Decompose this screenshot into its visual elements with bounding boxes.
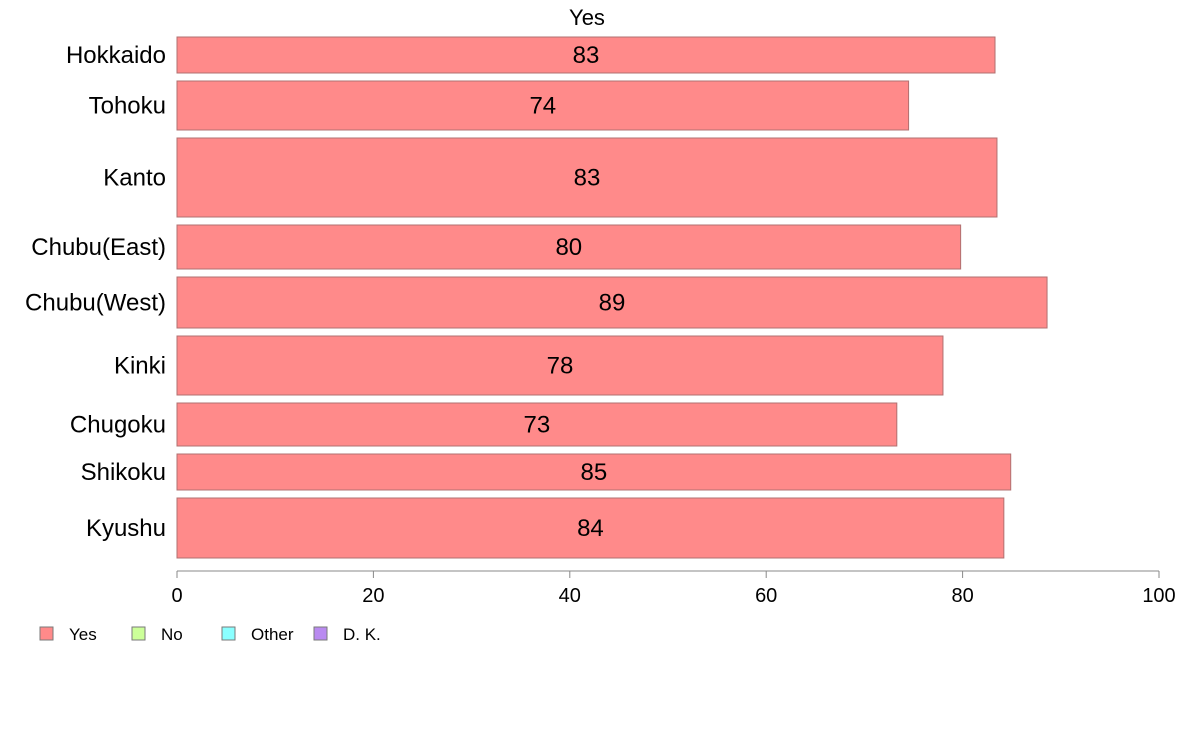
data-label: 83 [573,42,600,69]
category-label: Chugoku [70,412,166,439]
x-tick-label: 20 [362,585,384,607]
bar-kinki [176,335,944,396]
category-label: Kanto [103,165,166,192]
x-axis: 0 20 40 60 80 100 [171,570,1176,607]
category-label: Chubu(West) [25,290,166,317]
bar-shikoku [176,453,1012,491]
legend-label: No [161,625,183,644]
category-label: Chubu(East) [31,234,166,261]
x-tick-label: 0 [171,585,182,607]
x-tick-label: 80 [951,585,973,607]
bar-kyushu [176,497,1005,559]
bar-kanto [176,137,998,218]
category-label: Kyushu [86,515,166,542]
legend-swatch [221,626,236,641]
bar-chugoku [176,402,898,447]
bars-group [176,36,1048,559]
data-label: 84 [577,515,604,542]
category-label: Tohoku [89,93,166,120]
chart-title: Yes [569,5,605,30]
data-label: 85 [581,459,608,486]
data-label: 89 [599,290,626,317]
x-tick-label: 60 [755,585,777,607]
legend: Yes No Other D. K. [39,625,381,644]
bar-chubu-west- [176,276,1048,329]
legend-swatch [131,626,146,641]
category-labels: Hokkaido Tohoku Kanto Chubu(East) Chubu(West… [25,42,166,542]
category-label: Hokkaido [66,42,166,69]
data-label: 73 [524,412,551,439]
bar-chubu-east- [176,224,962,270]
data-label: 80 [555,234,582,261]
data-label: 74 [529,93,556,120]
legend-swatch [39,626,54,641]
legend-swatch [313,626,328,641]
legend-label: Other [251,625,294,644]
bar-hokkaido [176,36,996,74]
legend-label: D. K. [343,625,381,644]
category-label: Shikoku [81,459,166,486]
x-tick-label: 100 [1142,585,1175,607]
category-label: Kinki [114,353,166,380]
x-tick-label: 40 [559,585,581,607]
data-label: 78 [547,353,574,380]
bar-tohoku [176,80,910,131]
data-labels: 83 74 83 80 89 78 73 85 84 [524,42,626,542]
data-label: 83 [574,165,601,192]
legend-label: Yes [69,625,97,644]
